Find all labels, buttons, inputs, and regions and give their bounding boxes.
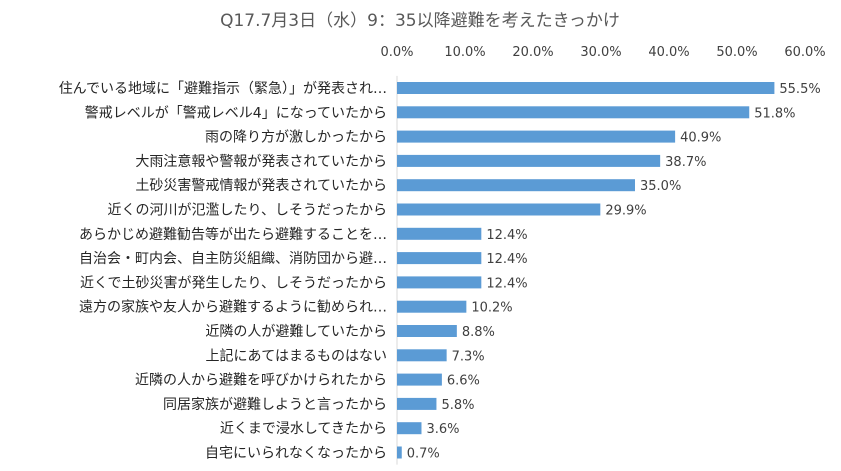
bar (397, 106, 750, 119)
category-label: 近くまで浸水してきたから (220, 421, 387, 437)
plot-area: 住んでいる地域に「避難指示（緊急）」が発表され… 55.5% 警戒レベルが「警戒レベ… (59, 75, 821, 465)
bar (397, 446, 402, 459)
category-label: 上記にあてはまるものはない (206, 347, 387, 364)
data-label: 5.8% (441, 398, 474, 413)
data-label: 55.5% (779, 82, 820, 97)
data-label: 8.8% (462, 325, 495, 340)
x-tick-label: 20.0% (512, 45, 553, 60)
bar (397, 397, 437, 410)
bar (397, 227, 482, 240)
x-tick-label: 50.0% (716, 45, 757, 60)
chart-title: Q17.7月3日（水）9：35以降避難を考えたきっかけ (220, 11, 620, 31)
bar (397, 325, 457, 337)
data-label: 10.2% (471, 301, 512, 316)
bar (397, 203, 601, 216)
data-label: 7.3% (452, 349, 485, 364)
bar (397, 252, 482, 265)
bar (397, 130, 676, 143)
x-axis-ticks: 0.0% 10.0% 20.0% 30.0% 40.0% 50.0% 60.0% (380, 45, 825, 60)
bar (397, 349, 447, 362)
category-label: 土砂災害警戒情報が発表されていたから (135, 178, 387, 194)
data-label: 0.7% (407, 447, 440, 462)
x-tick-label: 0.0% (380, 45, 413, 60)
category-label: 近隣の人から避難を呼びかけられたから (135, 373, 387, 389)
category-label: 近くの河川が氾濫したり、しそうだったから (108, 203, 387, 219)
data-label: 12.4% (486, 252, 527, 267)
data-label: 29.9% (605, 204, 646, 219)
category-label: 近くで土砂災害が発生したり、しそうだったから (80, 275, 387, 291)
bar (397, 276, 482, 289)
category-label: 同居家族が避難しようと言ったから (163, 396, 387, 413)
data-label: 12.4% (486, 228, 527, 243)
bar (397, 422, 422, 435)
data-label: 40.9% (680, 131, 721, 146)
bar (397, 179, 635, 192)
category-label: 警戒レベルが「警戒レベル4」になっていたから (85, 105, 387, 121)
bar (397, 373, 442, 386)
category-label: 雨の降り方が激しかったから (205, 129, 387, 146)
category-label: 自宅にいられなくなったから (205, 446, 387, 462)
data-label: 38.7% (665, 155, 706, 170)
bar (397, 82, 775, 94)
data-label: 12.4% (486, 276, 527, 291)
category-label: 大雨注意報や警報が発表されていたから (135, 153, 387, 170)
bar (397, 300, 467, 313)
x-tick-label: 10.0% (444, 45, 485, 60)
category-label: 住んでいる地域に「避難指示（緊急）」が発表され… (59, 81, 387, 97)
data-label: 51.8% (754, 106, 795, 121)
data-label: 3.6% (426, 422, 459, 437)
category-label: 遠方の家族や友人から避難するように勧められ… (79, 299, 387, 316)
x-tick-label: 40.0% (648, 45, 689, 60)
x-tick-label: 60.0% (784, 45, 825, 60)
category-label: あらかじめ避難勧告等が出たら避難することを… (79, 226, 387, 243)
bar (397, 154, 661, 167)
data-label: 35.0% (640, 179, 681, 194)
category-label: 近隣の人が避難していたから (205, 324, 387, 340)
category-label: 自治会・町内会、自主防災組織、消防団から避… (79, 251, 387, 267)
data-label: 6.6% (447, 374, 480, 389)
x-tick-label: 30.0% (580, 45, 621, 60)
